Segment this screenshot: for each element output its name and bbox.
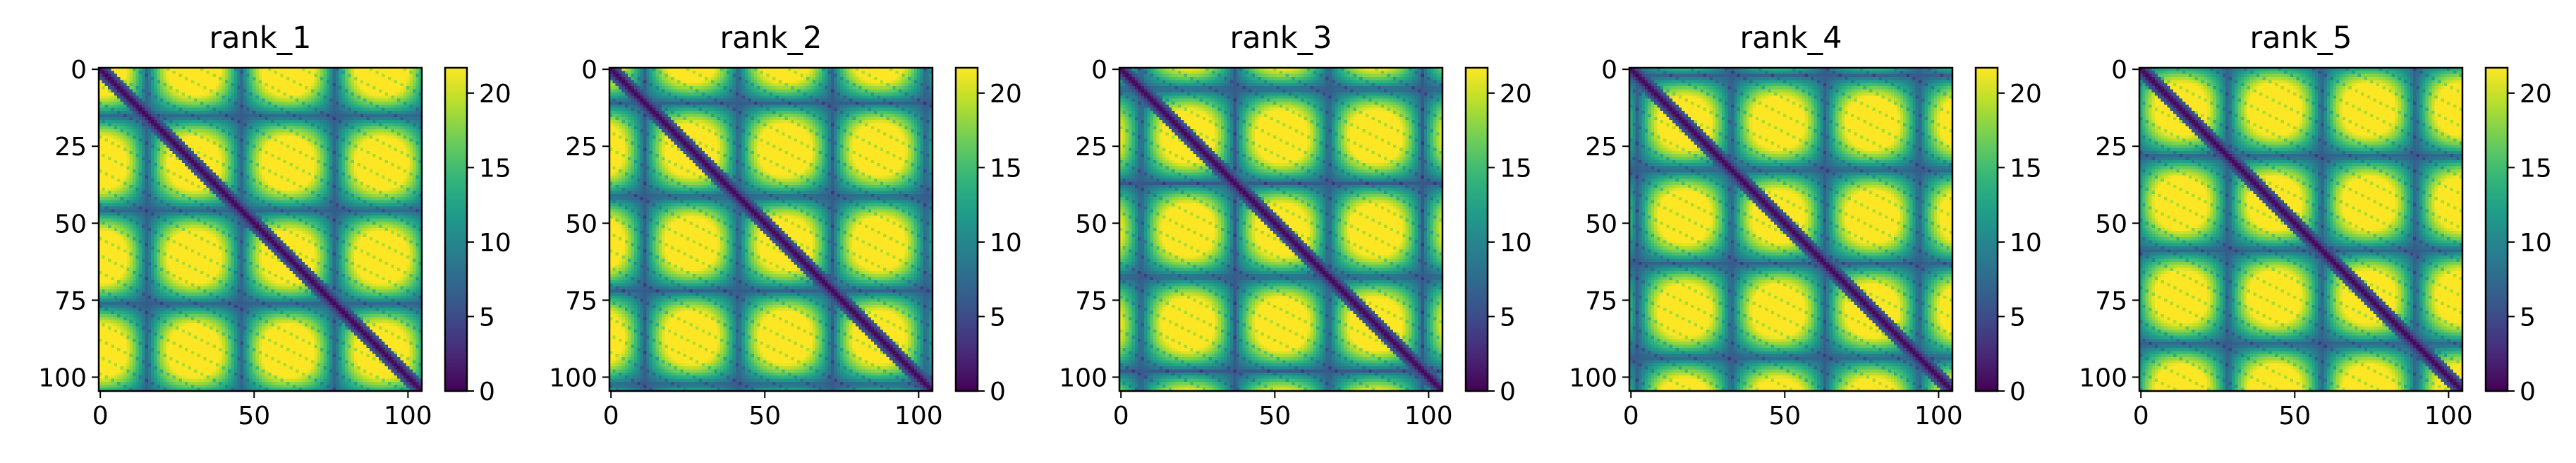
x-tick-label: 50 <box>238 402 270 431</box>
axes-frame <box>97 66 423 392</box>
colorbar <box>444 66 468 392</box>
y-tick-label: 50 <box>1075 210 1107 239</box>
x-tick-label: 50 <box>1768 402 1801 431</box>
y-tick-label: 75 <box>565 287 597 315</box>
x-tick-label: 0 <box>603 402 619 431</box>
x-tick-label: 100 <box>2424 402 2473 431</box>
panel-title: rank_2 <box>719 20 822 56</box>
colorbar-tick-label: 15 <box>2520 154 2552 183</box>
x-tick-label: 100 <box>894 402 943 431</box>
y-tick-label: 25 <box>2095 133 2127 162</box>
colorbar-tick-label: 10 <box>990 229 1022 258</box>
colorbar-tick-label: 5 <box>479 303 495 332</box>
y-tick-label: 25 <box>1075 133 1107 162</box>
x-tick-label: 50 <box>1258 402 1291 431</box>
colorbar-tick-label: 10 <box>2010 229 2042 258</box>
y-tick-label: 100 <box>2079 363 2127 392</box>
y-tick-label: 25 <box>565 133 597 162</box>
colorbar-tick-label: 15 <box>1500 154 1532 183</box>
y-tick-label: 0 <box>1091 56 1107 85</box>
x-tick-label: 0 <box>1113 402 1129 431</box>
x-tick-label: 0 <box>1623 402 1639 431</box>
axes-frame <box>2138 66 2464 392</box>
y-tick-label: 25 <box>1585 133 1617 162</box>
colorbar <box>2484 66 2509 392</box>
y-tick-label: 100 <box>38 363 87 392</box>
colorbar-tick-label: 10 <box>479 229 511 258</box>
y-tick-label: 50 <box>2095 210 2127 239</box>
colorbar-tick-label: 20 <box>2520 80 2552 109</box>
y-tick-label: 75 <box>1585 287 1617 315</box>
panel-title: rank_4 <box>1739 20 1842 56</box>
y-tick-label: 0 <box>71 56 87 85</box>
colorbar-tick-label: 5 <box>990 303 1006 332</box>
y-tick-label: 0 <box>2111 56 2127 85</box>
heatmap-image <box>99 68 422 391</box>
colorbar-tick-label: 0 <box>2520 378 2536 407</box>
colorbar-tick-label: 0 <box>479 378 495 407</box>
colorbar-tick-label: 20 <box>1500 80 1532 109</box>
heatmap-image <box>1629 68 1952 391</box>
colorbar-tick-label: 10 <box>1500 229 1532 258</box>
colorbar-tick-label: 0 <box>990 378 1006 407</box>
panel-title: rank_3 <box>1229 20 1332 56</box>
colorbar <box>954 66 979 392</box>
colorbar-tick-label: 20 <box>479 80 511 109</box>
y-tick-label: 75 <box>54 287 87 315</box>
x-tick-label: 100 <box>384 402 432 431</box>
x-tick-label: 0 <box>2133 402 2149 431</box>
y-tick-label: 25 <box>54 133 87 162</box>
colorbar-tick-label: 5 <box>2010 303 2026 332</box>
heatmap-image <box>609 68 932 391</box>
colorbar-tick-label: 20 <box>990 80 1022 109</box>
y-tick-label: 75 <box>2095 287 2127 315</box>
x-tick-label: 0 <box>92 402 109 431</box>
colorbar-tick-label: 5 <box>1500 303 1516 332</box>
colorbar-tick-label: 15 <box>2010 154 2042 183</box>
axes-frame <box>1628 66 1954 392</box>
x-tick-label: 100 <box>1914 402 1963 431</box>
colorbar <box>1974 66 1999 392</box>
x-tick-label: 50 <box>2278 402 2311 431</box>
y-tick-label: 0 <box>581 56 597 85</box>
colorbar <box>1464 66 1489 392</box>
colorbar-tick-label: 15 <box>990 154 1022 183</box>
colorbar-tick-label: 15 <box>479 154 511 183</box>
y-tick-label: 100 <box>549 363 597 392</box>
heatmap-image <box>2139 68 2462 391</box>
axes-frame <box>1118 66 1444 392</box>
y-tick-label: 75 <box>1075 287 1107 315</box>
y-tick-label: 0 <box>1601 56 1617 85</box>
y-tick-label: 50 <box>54 210 87 239</box>
colorbar-tick-label: 0 <box>2010 378 2026 407</box>
colorbar-tick-label: 5 <box>2520 303 2536 332</box>
panel-title: rank_5 <box>2249 20 2352 56</box>
x-tick-label: 100 <box>1404 402 1453 431</box>
y-tick-label: 50 <box>565 210 597 239</box>
y-tick-label: 100 <box>1059 363 1107 392</box>
axes-frame <box>608 66 934 392</box>
y-tick-label: 50 <box>1585 210 1617 239</box>
x-tick-label: 50 <box>748 402 781 431</box>
y-tick-label: 100 <box>1569 363 1617 392</box>
heatmap-image <box>1119 68 1442 391</box>
colorbar-tick-label: 10 <box>2520 229 2552 258</box>
colorbar-tick-label: 20 <box>2010 80 2042 109</box>
panel-title: rank_1 <box>209 20 311 56</box>
colorbar-tick-label: 0 <box>1500 378 1516 407</box>
